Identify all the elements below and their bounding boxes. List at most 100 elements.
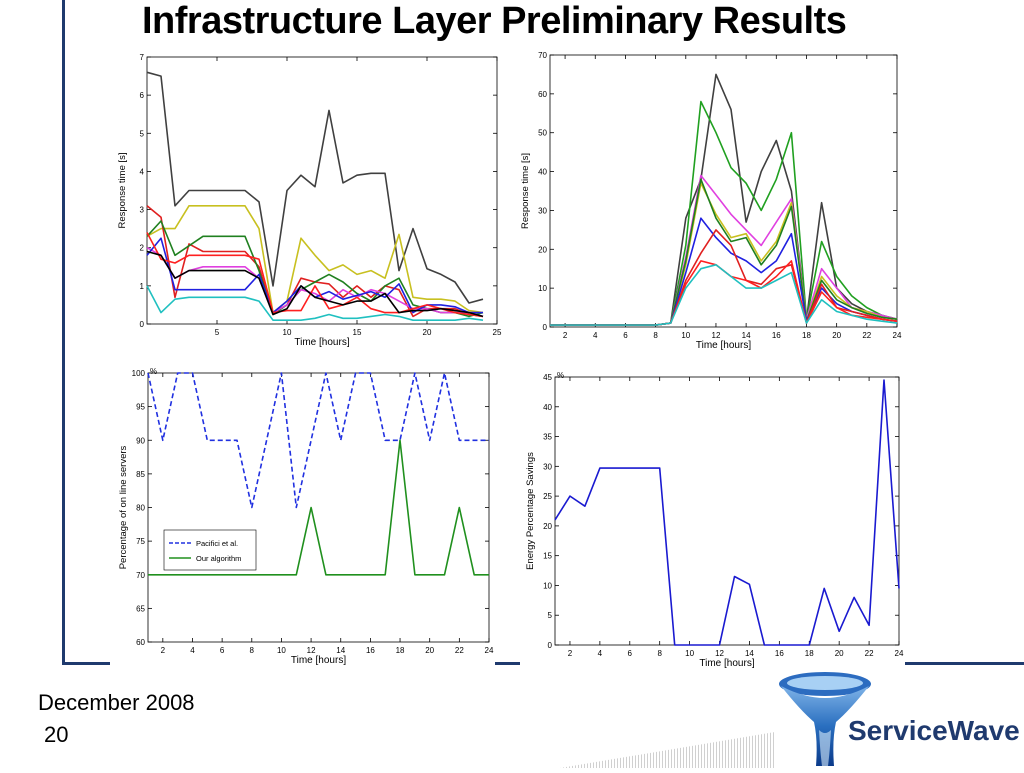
x-tick-label: 24 [895, 649, 904, 658]
plot-frame [554, 376, 900, 646]
x-tick-label: 4 [598, 649, 603, 658]
y-tick-label: 4 [140, 167, 145, 176]
y-tick-label: 70 [136, 571, 145, 580]
x-tick-label: 20 [832, 331, 841, 340]
chart-svg-2: 2 4 6 8 10 12 14 16 18 20 22 246065707580859095100%… [118, 367, 494, 666]
x-tick-label: 25 [493, 328, 502, 337]
x-tick-label: 10 [685, 649, 694, 658]
y-unit-label: % [557, 371, 564, 380]
legend-box [163, 529, 257, 571]
x-tick-label: 24 [485, 646, 494, 655]
series-line-1 [146, 205, 484, 314]
y-tick-label: 70 [538, 51, 547, 60]
x-tick-label: 2 [563, 331, 568, 340]
y-tick-label: 75 [136, 537, 145, 546]
slide-date: December 2008 [38, 690, 195, 715]
x-tick-label: 18 [805, 649, 814, 658]
x-tick-label: 12 [307, 646, 316, 655]
y-tick-label: 45 [543, 373, 552, 382]
x-tick-label: 20 [425, 646, 434, 655]
response-time-chart-right: 2 4 6 8 10 12 14 16 18 20 22 24 0 10 20 30 40 50 60 70 Time … [520, 50, 905, 355]
y-tick-label: 3 [140, 206, 145, 215]
slide-number: 20 [44, 722, 69, 747]
y-tick-label: 0 [140, 320, 145, 329]
x-tick-label: 8 [250, 646, 255, 655]
y-tick-label: 10 [538, 284, 547, 293]
x-tick-label: 12 [715, 649, 724, 658]
x-tick-label: 5 [215, 328, 220, 337]
y-axis-label: Response time [s] [520, 153, 531, 229]
x-tick-label: 4 [593, 331, 598, 340]
y-tick-label: 2 [140, 244, 145, 253]
y-tick-label: 100 [132, 369, 146, 378]
y-tick-label: 65 [136, 604, 145, 613]
y-tick-label: 85 [136, 470, 145, 479]
servicewave-logo-icon: ServiceWave [779, 672, 1020, 766]
decorative-stripes [560, 732, 775, 768]
x-axis-label: Time [hours] [699, 658, 754, 669]
x-tick-label: 18 [802, 331, 811, 340]
x-tick-label: 20 [835, 649, 844, 658]
y-tick-label: 20 [543, 522, 552, 531]
x-tick-label: 16 [772, 331, 781, 340]
logo-text: ServiceWave [848, 715, 1020, 746]
y-tick-label: 35 [543, 433, 552, 442]
x-tick-label: 6 [628, 649, 633, 658]
y-tick-label: 80 [136, 504, 145, 513]
response-time-chart-left: 5 10 15 20 25 0 1 2 3 4 5 6 7 Time [hours] Response ti… [112, 50, 505, 362]
y-tick-label: 90 [136, 436, 145, 445]
y-tick-label: 6 [140, 91, 145, 100]
energy-savings-chart: 2 4 6 8 10 12 14 16 18 20 22 24 0 5 10 15 20 25 30 35 40 45% T… [520, 365, 905, 670]
x-axis-label: Time [hours] [696, 340, 751, 351]
x-tick-label: 10 [681, 331, 690, 340]
series-line-4 [146, 246, 484, 318]
x-tick-label: 8 [653, 331, 658, 340]
y-axis-label: Percentage of on line servers [118, 445, 129, 569]
x-tick-label: 15 [353, 328, 362, 337]
y-tick-label: 10 [543, 581, 552, 590]
y-tick-label: 7 [140, 53, 145, 62]
y-tick-label: 30 [538, 206, 547, 215]
slide-title: Infrastructure Layer Preliminary Results [142, 0, 847, 42]
series-line-6 [146, 232, 484, 318]
y-tick-label: 25 [543, 492, 552, 501]
x-tick-label: 10 [277, 646, 286, 655]
x-tick-label: 22 [865, 649, 874, 658]
x-tick-label: 2 [568, 649, 573, 658]
online-servers-chart: 2 4 6 8 10 12 14 16 18 20 22 24 60 65 70 75 80 85 90 95 100%… [110, 365, 495, 670]
y-tick-label: 30 [543, 462, 552, 471]
legend-entry: Pacifici et al. [196, 539, 238, 548]
x-tick-label: 22 [862, 331, 871, 340]
y-axis-label: Response time [s] [117, 152, 128, 228]
x-tick-label: 2 [161, 646, 166, 655]
x-tick-label: 14 [742, 331, 751, 340]
y-tick-label: 15 [543, 552, 552, 561]
x-tick-label: 8 [657, 649, 662, 658]
plot-frame [549, 54, 898, 328]
x-tick-label: 12 [712, 331, 721, 340]
y-unit-label: % [150, 367, 157, 376]
x-tick-label: 20 [423, 328, 432, 337]
legend-entry: Our algorithm [196, 554, 241, 563]
series-line-0 [146, 71, 484, 304]
y-tick-label: 5 [548, 611, 553, 620]
x-axis-label: Time [hours] [291, 655, 346, 666]
x-tick-label: 24 [893, 331, 902, 340]
y-tick-label: 1 [140, 282, 145, 291]
y-tick-label: 60 [136, 638, 145, 647]
series-line-8 [146, 285, 484, 322]
x-tick-label: 6 [220, 646, 225, 655]
x-tick-label: 14 [336, 646, 345, 655]
y-tick-label: 0 [543, 323, 548, 332]
chart-svg-1: 2 4 6 8 10 12 14 16 18 20 22 24010203040506070Time … [520, 51, 902, 351]
y-tick-label: 60 [538, 90, 547, 99]
y-tick-label: 95 [136, 403, 145, 412]
x-tick-label: 16 [775, 649, 784, 658]
left-accent-line [62, 0, 65, 665]
servicewave-logo: ServiceWave [772, 670, 1024, 768]
y-tick-label: 5 [140, 129, 145, 138]
x-tick-label: 18 [396, 646, 405, 655]
series-line-8 [550, 264, 898, 326]
x-tick-label: 16 [366, 646, 375, 655]
